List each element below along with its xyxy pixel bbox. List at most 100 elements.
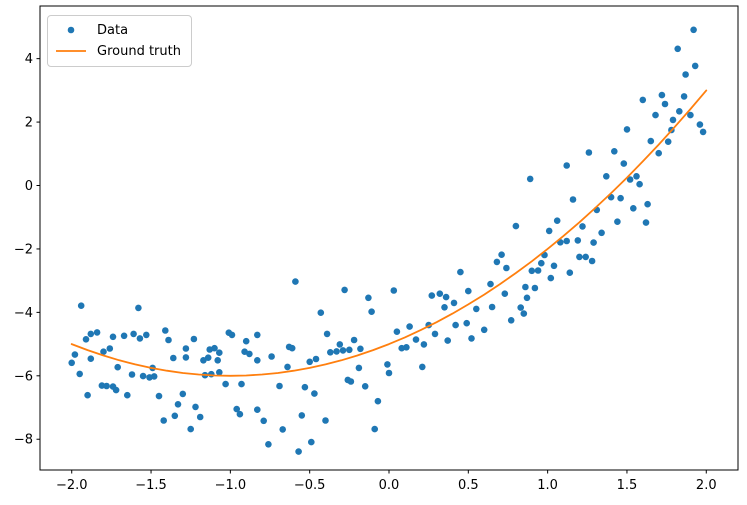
scatter-point [444, 337, 452, 344]
scatter-point [312, 355, 320, 363]
scatter-point [661, 100, 669, 108]
scatter-point [253, 406, 261, 414]
scatter-point [87, 355, 95, 363]
scatter-point [441, 304, 448, 311]
scatter-point [603, 173, 610, 180]
scatter-point [517, 304, 524, 311]
scatter-point [93, 329, 101, 336]
scatter-point [412, 336, 420, 343]
y-tick-label: −2 [14, 242, 33, 257]
y-tick-label: 4 [25, 52, 33, 67]
scatter-point [582, 253, 589, 261]
scatter-point [682, 71, 689, 78]
scatter-point [452, 321, 459, 329]
scatter-point [228, 331, 236, 339]
scatter-point [84, 391, 91, 399]
scatter-point [130, 330, 137, 338]
scatter-point [284, 363, 291, 371]
scatter-point [139, 372, 147, 380]
scatter-point [522, 283, 529, 291]
scatter-point [526, 175, 534, 183]
scatter-point [165, 336, 172, 344]
x-tick-label: 0.0 [379, 478, 400, 493]
scatter-point [630, 205, 637, 212]
scatter-point [493, 258, 501, 266]
scatter-point [327, 349, 334, 356]
scatter-point [450, 299, 458, 307]
scatter-point [68, 359, 75, 367]
scatter-point [276, 382, 283, 390]
scatter-point [190, 335, 198, 343]
scatter-point [503, 264, 510, 272]
scatter-point [103, 382, 110, 390]
scatter-point [563, 237, 570, 245]
scatter-point [428, 292, 436, 299]
scatter-point [100, 348, 107, 356]
scatter-point [279, 426, 287, 433]
scatter-point [246, 350, 253, 358]
scatter-point [357, 345, 364, 353]
y-tick-label: −6 [14, 369, 33, 384]
scatter-point [171, 412, 179, 420]
scatter-point [406, 323, 413, 330]
scatter-point [507, 317, 515, 324]
scatter-point [322, 417, 329, 424]
scatter-point [350, 336, 358, 344]
scatter-point [295, 448, 302, 455]
scatter-point [623, 126, 631, 133]
scatter-point [216, 349, 223, 357]
scatter-point [576, 253, 583, 261]
scatter-point [457, 268, 464, 276]
scatter-point [431, 330, 439, 338]
scatter-point [135, 304, 142, 312]
scatter-point [523, 294, 531, 302]
scatter-point [361, 383, 369, 390]
scatter-point [531, 284, 539, 292]
scatter-point [590, 239, 597, 246]
scatter-point [585, 149, 593, 156]
scatter-point [136, 335, 144, 342]
scatter-point [636, 180, 643, 188]
scatter-point [306, 358, 314, 366]
scatter-point [419, 363, 426, 371]
scatter-point [534, 267, 542, 274]
scatter-point [292, 278, 299, 285]
scatter-point [633, 173, 640, 180]
scatter-point [341, 286, 348, 294]
legend: Data Ground truth [47, 15, 192, 67]
scatter-point [528, 267, 536, 275]
scatter-point [106, 345, 114, 352]
line-sample-icon [56, 50, 86, 52]
scatter-point [174, 401, 182, 408]
scatter-point [545, 227, 553, 235]
scatter-point [468, 335, 475, 342]
scatter-point [187, 425, 194, 433]
scatter-point [680, 93, 688, 100]
scatter-point [162, 327, 169, 334]
scatter-point [114, 363, 121, 371]
scatter-point [216, 369, 223, 376]
scatter-point [253, 331, 261, 339]
scatter-point [620, 160, 628, 167]
y-tick-label: −8 [14, 433, 33, 448]
scatter-point [390, 287, 398, 294]
scatter-point [347, 378, 355, 385]
scatter-point [598, 229, 605, 237]
scatter-point [346, 346, 353, 354]
scatter-point [642, 219, 650, 226]
scatter-point [208, 370, 215, 378]
scatter-marker-icon [67, 26, 75, 34]
scatter-point [385, 369, 393, 377]
scatter-point [298, 412, 306, 419]
scatter-point [393, 328, 401, 336]
scatter-point [420, 341, 428, 348]
scatter-point [371, 425, 379, 433]
x-tick-label: 0.5 [458, 478, 479, 493]
scatter-point [473, 305, 480, 313]
y-tick-label: 0 [25, 179, 33, 194]
scatter-point [690, 26, 697, 34]
scatter-point [333, 348, 340, 355]
x-tick-label: −1.5 [135, 478, 167, 493]
